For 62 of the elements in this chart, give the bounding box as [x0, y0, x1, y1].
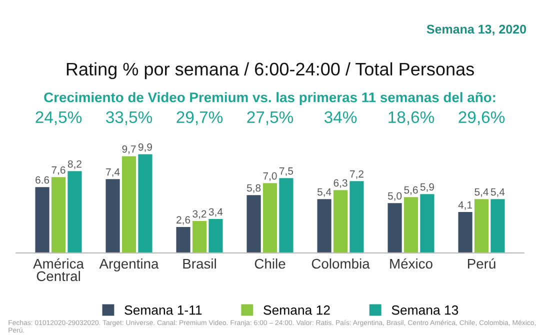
data-label: 5,9 — [420, 183, 434, 192]
data-label: 7,0 — [263, 172, 277, 181]
text: 18,6% — [388, 111, 434, 126]
legend-label: Semana 1-11 — [124, 305, 202, 315]
text: 33,5% — [106, 111, 152, 126]
x-tick-label: América Central — [33, 258, 84, 282]
text: 29,7% — [176, 111, 223, 126]
x-tick-label: Perú — [468, 258, 496, 269]
bar — [474, 199, 489, 253]
chart-subtitle: Crecimiento de Video Premium vs. las primeras 11 semanas del año: — [44, 92, 496, 106]
text: Semana 13, 2020 — [426, 24, 526, 36]
bar — [35, 187, 50, 253]
data-label: 5,6 — [404, 186, 418, 195]
bar — [106, 179, 120, 253]
legend-label: Semana 13 — [392, 305, 458, 315]
bar — [176, 227, 190, 253]
bar — [51, 177, 66, 253]
x-tick-label: México — [390, 258, 432, 269]
data-label: 7,5 — [280, 167, 294, 176]
bar — [246, 195, 261, 253]
data-label: 5,8 — [246, 184, 261, 193]
data-label: 6.6 — [36, 176, 50, 184]
bar — [279, 178, 294, 253]
chart-title: Rating % por semana / 6:00-24:00 / Total Personas — [66, 62, 474, 80]
data-label: 3,4 — [208, 208, 223, 217]
data-label: 5,0 — [388, 192, 402, 201]
text: 29,6% — [458, 111, 505, 126]
bar — [68, 171, 82, 253]
bar — [317, 199, 332, 253]
data-label: 6,3 — [334, 179, 348, 188]
data-label: 5,4 — [317, 188, 332, 197]
bar — [122, 156, 136, 253]
data-label: 7,4 — [106, 168, 120, 177]
x-tick-label: Colombia — [312, 258, 370, 269]
data-label: 8,2 — [68, 160, 82, 169]
data-label: 3,2 — [192, 210, 206, 219]
data-label: 4,1 — [458, 201, 472, 210]
bar — [404, 197, 418, 253]
bar — [458, 212, 472, 253]
x-tick-label: Brasil — [183, 258, 216, 269]
data-label: 2,6 — [176, 216, 190, 225]
data-label: 9,9 — [138, 143, 152, 152]
text: 24,5% — [36, 111, 82, 126]
data-label: 9,7 — [122, 145, 136, 154]
legend-label: Semana 12 — [264, 305, 330, 315]
x-tick-label: Argentina — [99, 258, 159, 272]
bar — [350, 181, 364, 253]
bar — [138, 154, 152, 253]
data-label: 7,2 — [350, 170, 364, 179]
x-tick-label: Chile — [254, 258, 286, 269]
text: 27,5% — [247, 111, 294, 126]
bar — [490, 199, 505, 253]
data-label: 7,6 — [52, 166, 66, 175]
bar — [333, 190, 348, 253]
bar — [420, 194, 434, 253]
text: 34% — [324, 111, 357, 124]
bar — [388, 203, 402, 253]
bar — [262, 183, 278, 253]
data-label: 5,4 — [490, 188, 505, 197]
data-label: 5,4 — [474, 188, 488, 197]
bar — [208, 219, 223, 253]
bar — [192, 221, 207, 253]
